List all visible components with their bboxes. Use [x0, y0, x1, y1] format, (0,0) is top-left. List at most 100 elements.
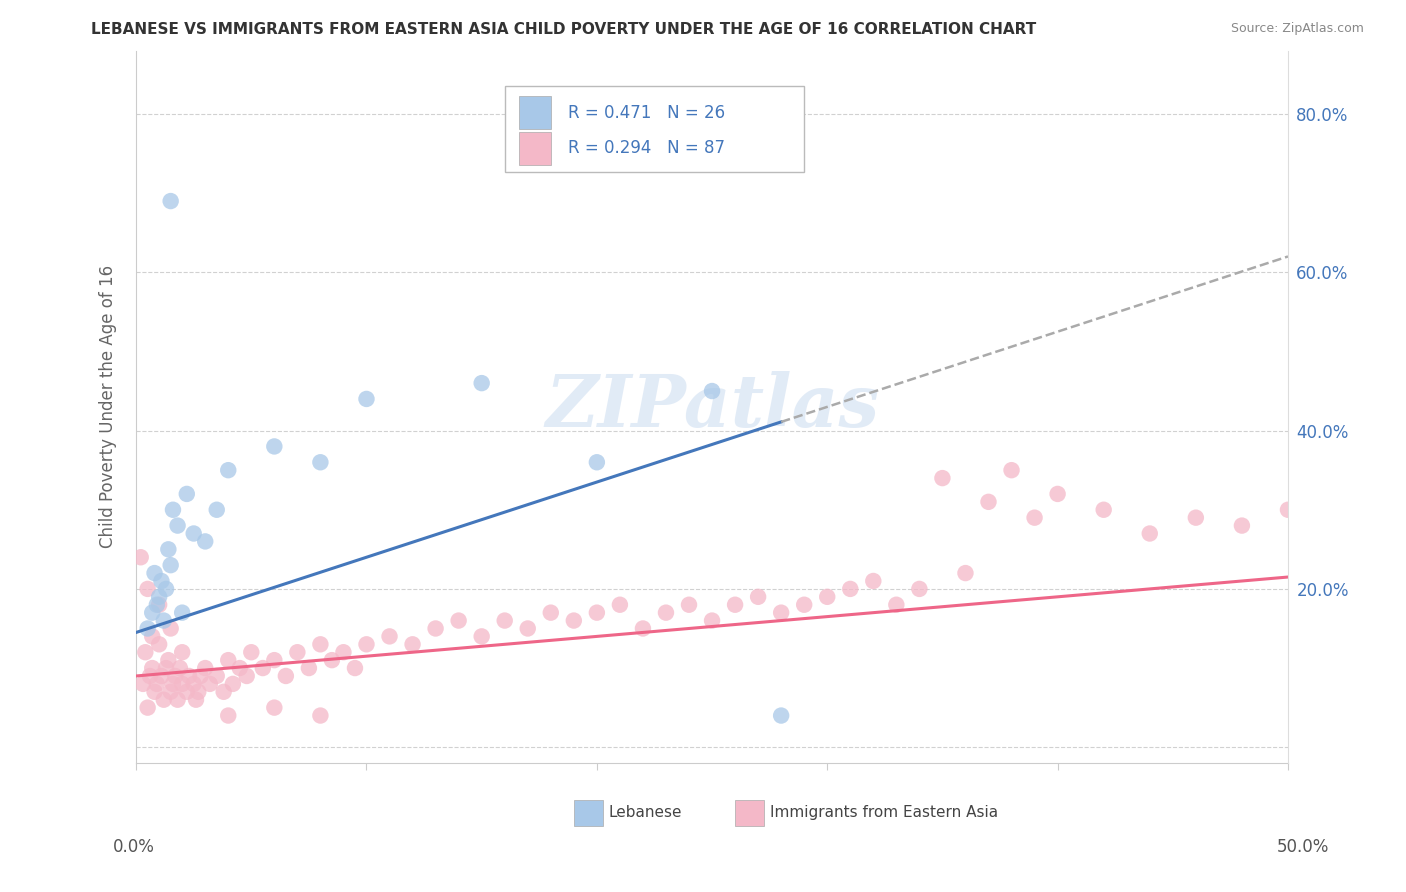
Text: 0.0%: 0.0%: [112, 838, 155, 856]
Lebanese: [155, 582, 177, 596]
Immigrants from Eastern Asia: [148, 637, 170, 651]
Immigrants from Eastern Asia: [150, 669, 173, 683]
Immigrants from Eastern Asia: [343, 661, 366, 675]
Immigrants from Eastern Asia: [240, 645, 263, 659]
Lebanese: [146, 598, 169, 612]
FancyBboxPatch shape: [519, 132, 551, 165]
Immigrants from Eastern Asia: [166, 692, 188, 706]
Immigrants from Eastern Asia: [169, 661, 191, 675]
Immigrants from Eastern Asia: [139, 669, 162, 683]
Lebanese: [586, 455, 609, 469]
Immigrants from Eastern Asia: [586, 606, 609, 620]
Immigrants from Eastern Asia: [655, 606, 678, 620]
Immigrants from Eastern Asia: [159, 685, 181, 699]
Lebanese: [162, 502, 184, 516]
Immigrants from Eastern Asia: [263, 653, 285, 667]
Lebanese: [217, 463, 239, 477]
Immigrants from Eastern Asia: [955, 566, 977, 580]
Immigrants from Eastern Asia: [1046, 487, 1069, 501]
Immigrants from Eastern Asia: [609, 598, 631, 612]
Immigrants from Eastern Asia: [471, 629, 494, 643]
Immigrants from Eastern Asia: [1185, 510, 1208, 524]
Immigrants from Eastern Asia: [155, 661, 177, 675]
Lebanese: [309, 455, 332, 469]
FancyBboxPatch shape: [574, 800, 603, 826]
Immigrants from Eastern Asia: [194, 661, 217, 675]
Immigrants from Eastern Asia: [1230, 518, 1253, 533]
Immigrants from Eastern Asia: [217, 708, 239, 723]
Immigrants from Eastern Asia: [700, 614, 723, 628]
Immigrants from Eastern Asia: [184, 692, 207, 706]
Immigrants from Eastern Asia: [183, 677, 205, 691]
Lebanese: [194, 534, 217, 549]
Text: LEBANESE VS IMMIGRANTS FROM EASTERN ASIA CHILD POVERTY UNDER THE AGE OF 16 CORRE: LEBANESE VS IMMIGRANTS FROM EASTERN ASIA…: [91, 22, 1036, 37]
Lebanese: [172, 606, 194, 620]
Immigrants from Eastern Asia: [136, 700, 159, 714]
Immigrants from Eastern Asia: [309, 637, 332, 651]
Immigrants from Eastern Asia: [176, 685, 198, 699]
Immigrants from Eastern Asia: [839, 582, 862, 596]
Immigrants from Eastern Asia: [136, 582, 159, 596]
Y-axis label: Child Poverty Under the Age of 16: Child Poverty Under the Age of 16: [100, 265, 117, 549]
Immigrants from Eastern Asia: [187, 685, 209, 699]
FancyBboxPatch shape: [505, 87, 804, 172]
Immigrants from Eastern Asia: [263, 700, 285, 714]
Immigrants from Eastern Asia: [172, 677, 194, 691]
Text: R = 0.471   N = 26: R = 0.471 N = 26: [568, 103, 725, 121]
Immigrants from Eastern Asia: [977, 495, 1000, 509]
Immigrants from Eastern Asia: [1000, 463, 1022, 477]
Immigrants from Eastern Asia: [724, 598, 747, 612]
Text: Immigrants from Eastern Asia: Immigrants from Eastern Asia: [769, 805, 998, 821]
Immigrants from Eastern Asia: [165, 669, 187, 683]
Lebanese: [143, 566, 166, 580]
Immigrants from Eastern Asia: [356, 637, 378, 651]
Immigrants from Eastern Asia: [146, 677, 169, 691]
FancyBboxPatch shape: [735, 800, 763, 826]
Lebanese: [471, 376, 494, 390]
Lebanese: [263, 439, 285, 453]
Immigrants from Eastern Asia: [190, 669, 212, 683]
Lebanese: [159, 194, 181, 208]
Lebanese: [150, 574, 173, 588]
Immigrants from Eastern Asia: [401, 637, 423, 651]
Lebanese: [770, 708, 793, 723]
Lebanese: [157, 542, 180, 557]
Lebanese: [176, 487, 198, 501]
Lebanese: [136, 622, 159, 636]
Immigrants from Eastern Asia: [908, 582, 931, 596]
Immigrants from Eastern Asia: [274, 669, 297, 683]
Immigrants from Eastern Asia: [862, 574, 884, 588]
Immigrants from Eastern Asia: [447, 614, 470, 628]
Immigrants from Eastern Asia: [678, 598, 700, 612]
Immigrants from Eastern Asia: [159, 622, 181, 636]
Immigrants from Eastern Asia: [162, 677, 184, 691]
Immigrants from Eastern Asia: [562, 614, 585, 628]
Lebanese: [148, 590, 170, 604]
Immigrants from Eastern Asia: [494, 614, 516, 628]
Immigrants from Eastern Asia: [793, 598, 815, 612]
Immigrants from Eastern Asia: [298, 661, 321, 675]
Immigrants from Eastern Asia: [222, 677, 245, 691]
Immigrants from Eastern Asia: [425, 622, 447, 636]
Immigrants from Eastern Asia: [132, 677, 155, 691]
Text: ZIPatlas: ZIPatlas: [546, 371, 879, 442]
Immigrants from Eastern Asia: [332, 645, 354, 659]
Lebanese: [141, 606, 163, 620]
Immigrants from Eastern Asia: [148, 598, 170, 612]
Lebanese: [700, 384, 723, 398]
Immigrants from Eastern Asia: [886, 598, 908, 612]
Lebanese: [159, 558, 181, 573]
Lebanese: [183, 526, 205, 541]
Lebanese: [166, 518, 188, 533]
Immigrants from Eastern Asia: [516, 622, 538, 636]
Immigrants from Eastern Asia: [235, 669, 257, 683]
Immigrants from Eastern Asia: [770, 606, 793, 620]
FancyBboxPatch shape: [519, 96, 551, 129]
Immigrants from Eastern Asia: [1092, 502, 1115, 516]
Lebanese: [205, 502, 228, 516]
Immigrants from Eastern Asia: [205, 669, 228, 683]
Immigrants from Eastern Asia: [1024, 510, 1046, 524]
Immigrants from Eastern Asia: [212, 685, 235, 699]
Immigrants from Eastern Asia: [631, 622, 654, 636]
Immigrants from Eastern Asia: [141, 629, 163, 643]
